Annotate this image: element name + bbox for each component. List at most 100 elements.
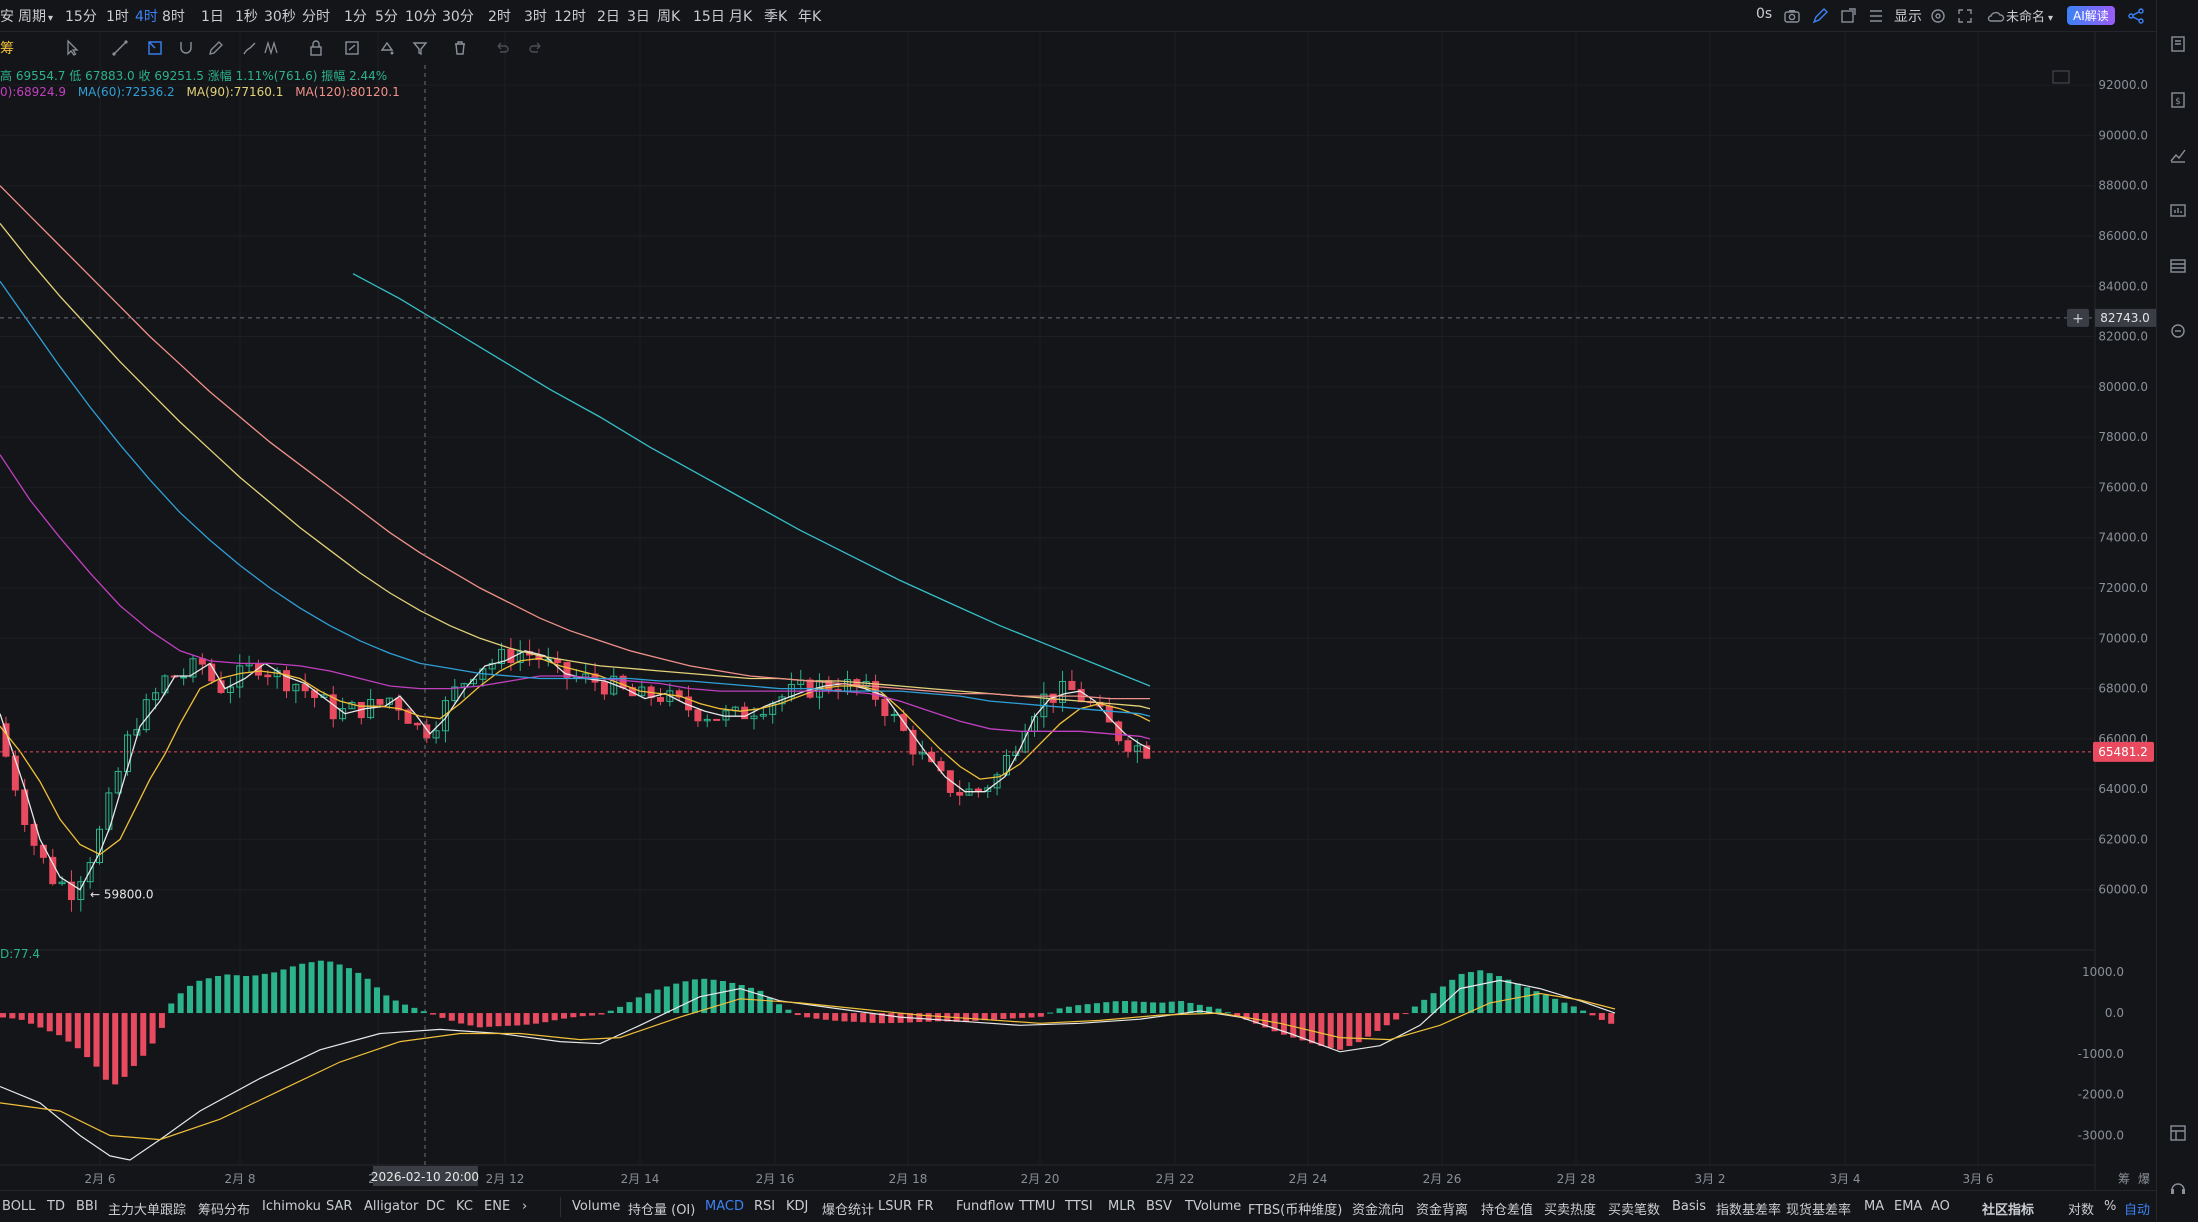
interval-6[interactable]: 30秒 — [264, 9, 296, 25]
interval-12[interactable]: 2时 — [488, 9, 511, 25]
indicator-tab-6[interactable]: LSUR — [878, 1199, 913, 1214]
chips-label[interactable]: 筹 — [0, 41, 14, 57]
indicator-tab-10[interactable]: TTSI — [1065, 1199, 1093, 1214]
interval-15[interactable]: 2日 — [597, 9, 620, 25]
overlay-tab-0[interactable]: BOLL — [2, 1199, 36, 1214]
popout-icon[interactable] — [1838, 6, 1858, 26]
chevron-right-icon[interactable]: › — [522, 1199, 528, 1214]
price-chart[interactable]: 92000.0 90000.0 88000.0 86000.0 84000.0 82000… — [0, 0, 2156, 1190]
indicator-tab-20[interactable]: Basis — [1672, 1199, 1707, 1214]
scale-option-1[interactable]: % — [2104, 1199, 2117, 1214]
indicator-tab-17[interactable]: 持仓差值 — [1481, 1203, 1534, 1218]
interval-14[interactable]: 12时 — [554, 9, 586, 25]
layout-name-button[interactable]: 未命名 ▾ — [2006, 10, 2054, 25]
indicator-tab-22[interactable]: 现货基差率 — [1786, 1203, 1852, 1218]
crosshair-select-icon[interactable] — [145, 38, 165, 58]
trend-chart-icon[interactable] — [2168, 145, 2188, 165]
interval-7[interactable]: 分时 — [302, 9, 330, 25]
indicator-tab-0[interactable]: Volume — [572, 1199, 621, 1214]
camera-icon[interactable] — [1782, 6, 1802, 26]
overlay-tab-6[interactable]: SAR — [326, 1199, 353, 1214]
indicator-tab-16[interactable]: 资金背离 — [1416, 1203, 1469, 1218]
indicator-tab-14[interactable]: FTBS(币种维度) — [1248, 1203, 1343, 1218]
indicator-tab-18[interactable]: 买卖热度 — [1544, 1203, 1597, 1218]
indicator-tab-12[interactable]: BSV — [1146, 1199, 1172, 1214]
interval-11[interactable]: 30分 — [442, 9, 474, 25]
indicator-tab-21[interactable]: 指数基差率 — [1716, 1203, 1782, 1218]
indicator-tab-11[interactable]: MLR — [1108, 1199, 1136, 1214]
interval-19[interactable]: 月K — [729, 9, 753, 25]
scale-option-2[interactable]: 自动 — [2124, 1203, 2151, 1218]
interval-1[interactable]: 1时 — [106, 9, 129, 25]
support-icon[interactable] — [2168, 1178, 2188, 1198]
overlay-tab-10[interactable]: ENE — [484, 1199, 511, 1214]
redo-icon[interactable] — [526, 38, 546, 58]
community-indicators-button[interactable]: 社区指标 — [1982, 1203, 2035, 1218]
lock-icon[interactable] — [306, 38, 326, 58]
cloud-icon[interactable] — [1986, 6, 2006, 26]
depth-icon[interactable] — [2168, 201, 2188, 221]
indicator-tab-5[interactable]: 爆仓统计 — [822, 1203, 875, 1218]
indicator-tab-7[interactable]: FR — [917, 1199, 934, 1214]
scale-option-0[interactable]: 对数 — [2068, 1203, 2095, 1218]
indicator-tab-15[interactable]: 资金流向 — [1352, 1203, 1405, 1218]
interval-0[interactable]: 15分 — [65, 9, 97, 25]
overlay-tab-9[interactable]: KC — [456, 1199, 473, 1214]
interval-5[interactable]: 1秒 — [235, 9, 258, 25]
indicator-tab-3[interactable]: RSI — [754, 1199, 776, 1214]
trash-icon[interactable] — [450, 38, 470, 58]
interval-3[interactable]: 8时 — [162, 9, 185, 25]
pencil-icon[interactable] — [206, 38, 226, 58]
interval-20[interactable]: 季K — [764, 9, 788, 25]
list-settings-icon[interactable] — [1866, 6, 1886, 26]
cursor-icon[interactable] — [62, 38, 82, 58]
interval-21[interactable]: 年K — [798, 9, 822, 25]
interval-16[interactable]: 3日 — [627, 9, 650, 25]
ai-analysis-button[interactable]: AI解读 — [2067, 6, 2115, 25]
interval-17[interactable]: 周K — [657, 9, 681, 25]
indicator-tab-23[interactable]: MA — [1864, 1199, 1885, 1214]
interval-18[interactable]: 15日 — [693, 9, 725, 25]
interval-4[interactable]: 1日 — [201, 9, 224, 25]
draw-line-icon[interactable] — [110, 38, 130, 58]
indicator-tab-9[interactable]: TTMU — [1019, 1199, 1056, 1214]
pattern-icon[interactable] — [262, 38, 282, 58]
layout-icon[interactable] — [2168, 1123, 2188, 1143]
magnet-icon[interactable] — [176, 38, 196, 58]
indicator-tab-8[interactable]: Fundflow — [956, 1199, 1015, 1214]
indicator-tab-2[interactable]: MACD — [705, 1199, 744, 1214]
symbol-label[interactable]: 安 — [0, 9, 14, 25]
overlay-tab-8[interactable]: DC — [426, 1199, 446, 1214]
indicator-tab-25[interactable]: AO — [1931, 1199, 1950, 1214]
display-button[interactable]: 显示 — [1894, 9, 1922, 25]
undo-icon[interactable] — [492, 38, 512, 58]
indicator-tab-13[interactable]: TVolume — [1185, 1199, 1242, 1214]
interval-2[interactable]: 4时 — [135, 9, 158, 25]
period-selector[interactable]: 周期 ▾ — [18, 9, 54, 25]
overlay-tab-5[interactable]: Ichimoku — [262, 1199, 321, 1214]
overlay-tab-7[interactable]: Alligator — [364, 1199, 419, 1214]
order-book-icon[interactable] — [2168, 34, 2188, 54]
interval-13[interactable]: 3时 — [524, 9, 547, 25]
filter-icon[interactable] — [410, 38, 430, 58]
overlay-tab-4[interactable]: 筹码分布 — [198, 1203, 251, 1218]
indicator-tab-19[interactable]: 买卖笔数 — [1608, 1203, 1661, 1218]
trade-panel-icon[interactable]: $ — [2168, 90, 2188, 110]
brush-icon[interactable] — [240, 38, 260, 58]
share-icon[interactable] — [2126, 6, 2146, 26]
indicator-tab-4[interactable]: KDJ — [786, 1199, 809, 1214]
fill-icon[interactable] — [377, 38, 397, 58]
fullscreen-icon[interactable] — [1955, 6, 1975, 26]
pen-icon[interactable] — [1810, 6, 1830, 26]
cycle-icon[interactable] — [2168, 321, 2188, 341]
gear-icon[interactable] — [1928, 6, 1948, 26]
indicator-tab-1[interactable]: 持仓量 (OI) — [628, 1203, 696, 1218]
indicator-tab-24[interactable]: EMA — [1894, 1199, 1923, 1214]
drawing-template-icon[interactable] — [342, 38, 362, 58]
interval-10[interactable]: 10分 — [405, 9, 437, 25]
interval-8[interactable]: 1分 — [344, 9, 367, 25]
overlay-tab-1[interactable]: TD — [47, 1199, 65, 1214]
data-table-icon[interactable] — [2168, 256, 2188, 276]
interval-9[interactable]: 5分 — [375, 9, 398, 25]
overlay-tab-3[interactable]: 主力大单跟踪 — [108, 1203, 187, 1218]
